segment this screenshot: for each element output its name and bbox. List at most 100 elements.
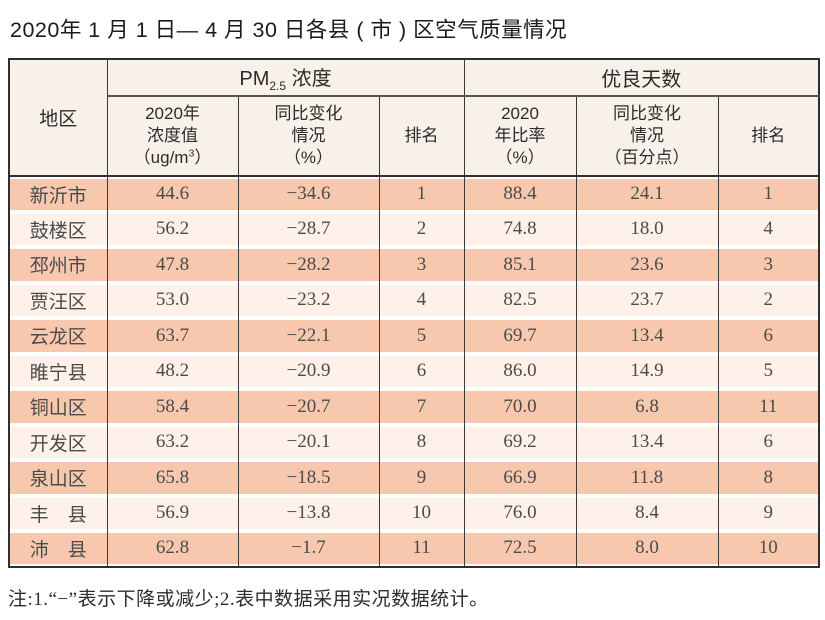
ratio-line2: 年比率 bbox=[494, 125, 546, 145]
table-row: 铜山区 58.4 −20.7 7 70.0 6.8 11 bbox=[9, 389, 820, 425]
table-header: 地区 PM2.5 浓度 优良天数 2020年 浓度值 （ug/m3） 同比变化 … bbox=[9, 59, 820, 177]
ratio-cell: 76.0 bbox=[463, 495, 577, 531]
header-pm25-change: 同比变化 情况 （%） bbox=[237, 96, 379, 177]
pm25-change-cell: −34.6 bbox=[237, 176, 379, 212]
table-row: 鼓楼区 56.2 −28.7 2 74.8 18.0 4 bbox=[9, 211, 820, 247]
days-rank-cell: 10 bbox=[717, 531, 820, 567]
days-change-line2: 情况 bbox=[630, 125, 665, 145]
pm25-value-cell: 44.6 bbox=[106, 176, 238, 212]
header-days-rank: 排名 bbox=[717, 96, 820, 177]
days-rank-cell: 6 bbox=[717, 318, 820, 354]
days-change-cell: 6.8 bbox=[575, 389, 719, 425]
pm25-change-cell: −20.1 bbox=[237, 424, 379, 460]
concentration-unit-prefix: （ug/m bbox=[133, 148, 189, 168]
ratio-cell: 69.7 bbox=[463, 318, 577, 354]
days-change-cell: 23.6 bbox=[575, 247, 719, 283]
concentration-unit-superscript: 3 bbox=[188, 147, 195, 160]
pm25-change-cell: −28.7 bbox=[237, 211, 379, 247]
concentration-line2: 浓度值 bbox=[147, 125, 198, 145]
days-rank-cell: 11 bbox=[717, 389, 820, 425]
pm25-value-cell: 47.8 bbox=[106, 247, 238, 283]
pm25-change-cell: −22.1 bbox=[237, 318, 379, 354]
pm25-value-cell: 56.2 bbox=[106, 211, 238, 247]
header-concentration: 2020年 浓度值 （ug/m3） bbox=[106, 96, 238, 177]
ratio-line1: 2020 bbox=[501, 103, 539, 123]
table-row: 贾汪区 53.0 −23.2 4 82.5 23.7 2 bbox=[9, 282, 820, 318]
pm25-value-cell: 48.2 bbox=[106, 353, 238, 389]
days-rank-cell: 8 bbox=[717, 460, 820, 496]
days-rank-cell: 1 bbox=[717, 176, 820, 212]
table-body: 新沂市 44.6 −34.6 1 88.4 24.1 1 鼓楼区 56.2 −2… bbox=[9, 176, 820, 567]
days-change-cell: 23.7 bbox=[575, 282, 719, 318]
pm25-change-cell: −1.7 bbox=[237, 531, 379, 567]
pm25-change-line3: （%） bbox=[283, 148, 334, 168]
days-change-cell: 13.4 bbox=[575, 318, 719, 354]
concentration-unit-suffix: ） bbox=[194, 148, 212, 168]
header-ratio: 2020 年比率 （%） bbox=[463, 96, 577, 177]
days-rank-cell: 5 bbox=[717, 353, 820, 389]
region-cell: 丰 县 bbox=[9, 495, 107, 531]
days-change-line3: （百分点） bbox=[604, 148, 690, 168]
days-rank-cell: 3 bbox=[717, 247, 820, 283]
pm25-change-cell: −18.5 bbox=[237, 460, 379, 496]
header-good-days-group: 优良天数 bbox=[463, 59, 820, 97]
pm25-rank-cell: 2 bbox=[378, 211, 465, 247]
pm25-rank-cell: 3 bbox=[378, 247, 465, 283]
header-region: 地区 bbox=[9, 59, 107, 177]
region-cell: 开发区 bbox=[9, 424, 107, 460]
ratio-line3: （%） bbox=[495, 148, 545, 168]
region-cell: 新沂市 bbox=[9, 176, 107, 212]
ratio-cell: 69.2 bbox=[463, 424, 577, 460]
ratio-cell: 88.4 bbox=[463, 176, 577, 212]
pm25-rank-cell: 10 bbox=[378, 495, 465, 531]
region-cell: 云龙区 bbox=[9, 318, 107, 354]
header-days-change: 同比变化 情况 （百分点） bbox=[575, 96, 719, 177]
region-cell: 睢宁县 bbox=[9, 353, 107, 389]
region-cell: 鼓楼区 bbox=[9, 211, 107, 247]
pm25-change-line2: 情况 bbox=[291, 125, 326, 145]
pm25-rank-cell: 7 bbox=[378, 389, 465, 425]
pm25-value-cell: 63.7 bbox=[106, 318, 238, 354]
pm25-label-prefix: PM bbox=[239, 68, 270, 90]
pm25-change-cell: −20.7 bbox=[237, 389, 379, 425]
days-change-cell: 14.9 bbox=[575, 353, 719, 389]
days-change-cell: 13.4 bbox=[575, 424, 719, 460]
days-rank-cell: 2 bbox=[717, 282, 820, 318]
days-change-cell: 24.1 bbox=[575, 176, 719, 212]
header-sub-row: 2020年 浓度值 （ug/m3） 同比变化 情况 （%） 排名 2020 年比… bbox=[9, 96, 820, 177]
days-change-cell: 8.0 bbox=[575, 531, 719, 567]
pm25-value-cell: 65.8 bbox=[106, 460, 238, 496]
header-group-row: 地区 PM2.5 浓度 优良天数 bbox=[9, 59, 820, 177]
table-row: 睢宁县 48.2 −20.9 6 86.0 14.9 5 bbox=[9, 353, 820, 389]
pm25-value-cell: 53.0 bbox=[106, 282, 238, 318]
concentration-line1: 2020年 bbox=[145, 103, 200, 123]
pm25-change-line1: 同比变化 bbox=[274, 103, 343, 123]
pm25-change-cell: −28.2 bbox=[237, 247, 379, 283]
pm25-value-cell: 56.9 bbox=[106, 495, 238, 531]
ratio-cell: 85.1 bbox=[463, 247, 577, 283]
pm25-rank-cell: 1 bbox=[378, 176, 465, 212]
pm25-rank-cell: 8 bbox=[378, 424, 465, 460]
ratio-cell: 70.0 bbox=[463, 389, 577, 425]
table-row: 丰 县 56.9 −13.8 10 76.0 8.4 9 bbox=[9, 495, 820, 531]
pm25-rank-cell: 4 bbox=[378, 282, 465, 318]
header-pm25-rank: 排名 bbox=[378, 96, 465, 177]
region-cell: 沛 县 bbox=[9, 531, 107, 567]
pm25-label-suffix: 浓度 bbox=[286, 68, 332, 90]
table-row: 泉山区 65.8 −18.5 9 66.9 11.8 8 bbox=[9, 460, 820, 496]
pm25-change-cell: −13.8 bbox=[237, 495, 379, 531]
pm25-label-subscript: 2.5 bbox=[269, 79, 287, 93]
days-rank-cell: 4 bbox=[717, 211, 820, 247]
ratio-cell: 74.8 bbox=[463, 211, 577, 247]
air-quality-table: 地区 PM2.5 浓度 优良天数 2020年 浓度值 （ug/m3） 同比变化 … bbox=[8, 58, 821, 568]
pm25-rank-cell: 6 bbox=[378, 353, 465, 389]
pm25-rank-cell: 9 bbox=[378, 460, 465, 496]
footnote: 注:1.“−”表示下降或减少;2.表中数据采用实况数据统计。 bbox=[8, 588, 489, 610]
region-cell: 泉山区 bbox=[9, 460, 107, 496]
table-row: 沛 县 62.8 −1.7 11 72.5 8.0 10 bbox=[9, 531, 820, 567]
pm25-value-cell: 62.8 bbox=[106, 531, 238, 567]
pm25-change-cell: −23.2 bbox=[237, 282, 379, 318]
pm25-value-cell: 63.2 bbox=[106, 424, 238, 460]
days-change-cell: 8.4 bbox=[575, 495, 719, 531]
